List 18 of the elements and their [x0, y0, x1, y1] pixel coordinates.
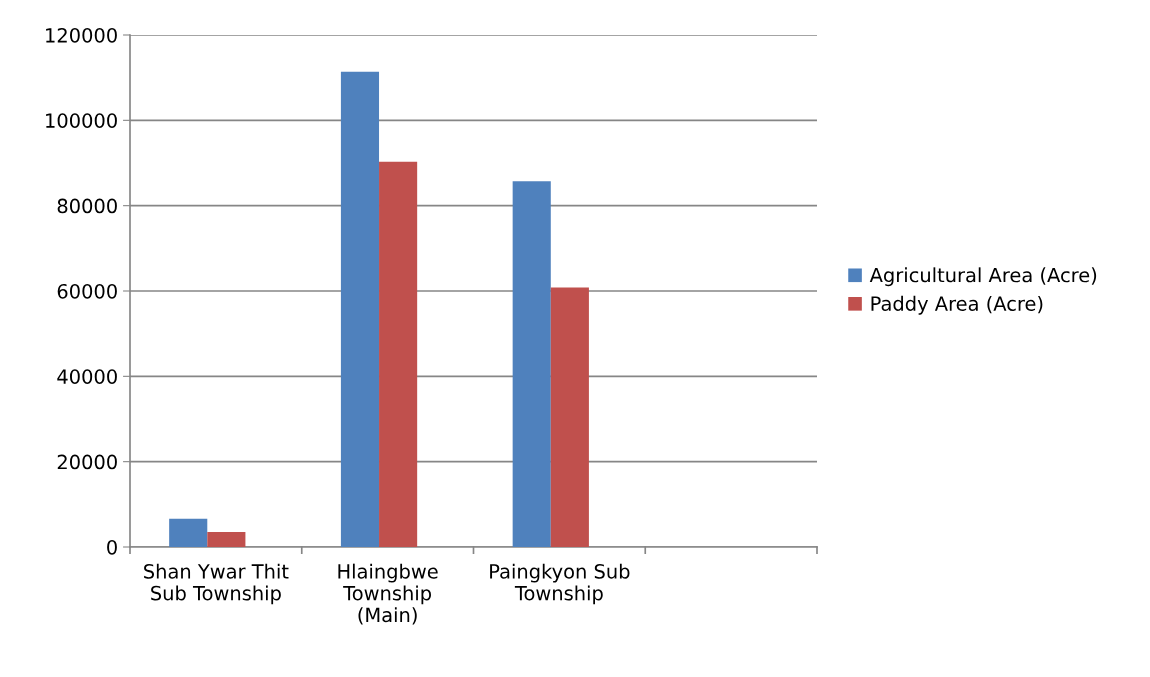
legend-label: Agricultural Area (Acre): [869, 267, 1097, 287]
x-tick-label: Shan Ywar Thit Sub Township: [144, 563, 289, 605]
bar: [207, 532, 246, 547]
legend-label: Paddy Area (Acre): [871, 295, 1043, 315]
y-tick-label: 60000: [57, 283, 117, 299]
y-tick-label: 100000: [46, 113, 117, 128]
bar: [512, 181, 551, 547]
y-tick-label: 20000: [57, 454, 117, 470]
y-tick-label: 120000: [46, 27, 117, 43]
y-tick-label: 0: [107, 539, 117, 555]
x-tick-label: Paingkyon Sub Township: [490, 563, 630, 605]
bar: [340, 71, 380, 547]
bar: [379, 161, 418, 547]
x-tick-label: Hlaingbwe Township (Main): [338, 563, 438, 625]
y-tick-label: 80000: [57, 198, 117, 214]
bar: [550, 287, 589, 547]
y-tick-label: 40000: [57, 369, 117, 384]
bar: [169, 518, 208, 547]
